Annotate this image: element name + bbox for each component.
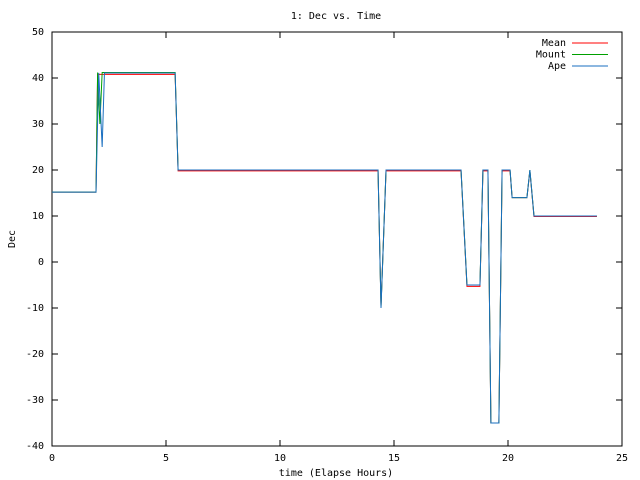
y-tick-label: 20 — [32, 165, 44, 176]
y-tick-label: -40 — [26, 441, 44, 452]
y-axis-label: Dec — [7, 230, 18, 248]
series-line — [52, 71, 597, 424]
y-tick-label: -30 — [26, 395, 44, 406]
x-axis-label: time (Elapse Hours) — [279, 468, 393, 479]
x-tick-label: 25 — [616, 453, 628, 464]
series-line — [52, 72, 597, 424]
plot-frame — [51, 31, 623, 447]
x-tick-label: 0 — [49, 453, 55, 464]
y-tick-label: 30 — [32, 119, 44, 130]
y-tick-label: -20 — [26, 349, 44, 360]
legend-label: Mount — [536, 50, 566, 61]
series-line — [52, 73, 597, 424]
legend-label: Ape — [548, 61, 566, 72]
y-tick-label: 10 — [32, 211, 44, 222]
x-tick-label: 5 — [163, 453, 169, 464]
y-tick-label: 0 — [38, 257, 44, 268]
y-tick-label: 40 — [32, 73, 44, 84]
chart-title: 1: Dec vs. Time — [291, 11, 381, 22]
legend-label: Mean — [542, 38, 566, 49]
x-tick-label: 10 — [274, 453, 286, 464]
y-tick-label: -10 — [26, 303, 44, 314]
x-tick-label: 20 — [502, 453, 514, 464]
y-tick-label: 50 — [32, 27, 44, 38]
x-tick-label: 15 — [388, 453, 400, 464]
